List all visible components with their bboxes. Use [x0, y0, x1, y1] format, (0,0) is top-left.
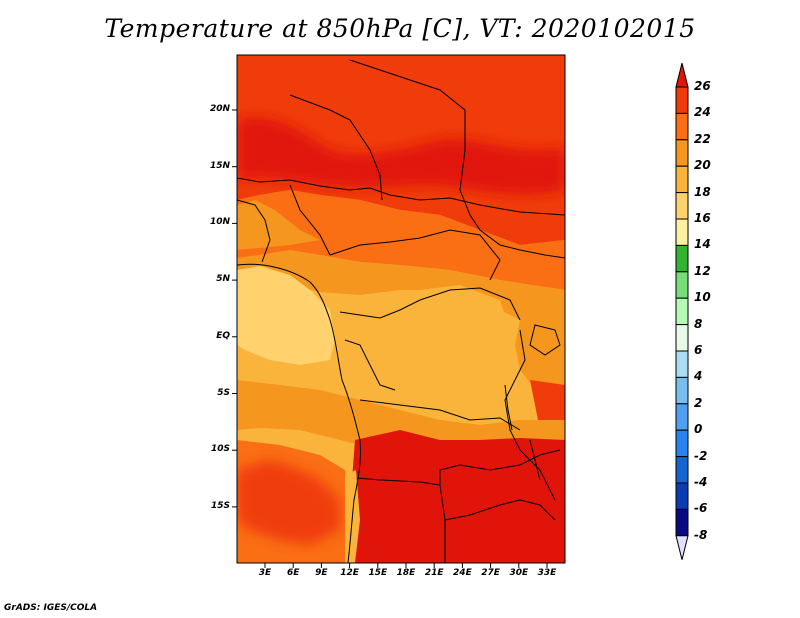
colorbar-segment: [675, 192, 689, 220]
lat-label: 15S: [210, 500, 230, 511]
lake-malawi: [529, 439, 541, 481]
lat-label: 5N: [216, 274, 230, 285]
colorbar-under-triangle: [675, 535, 689, 560]
colorbar-label: 18: [694, 184, 711, 199]
lon-label: 24E: [453, 568, 472, 578]
lat-label: EQ: [216, 330, 230, 341]
border-congo: [339, 287, 521, 321]
colorbar-segment: [675, 376, 689, 405]
map-title: Temperature at 850hPa [C], VT: 202010201…: [104, 14, 696, 43]
lake-tanganyika: [504, 384, 513, 431]
lat-label: 20N: [209, 104, 230, 114]
colorbar-label: 8: [694, 316, 703, 331]
lon-label: 30E: [509, 568, 529, 578]
colorbar-label: 16: [694, 211, 711, 225]
colorbar-segment: [675, 271, 689, 299]
colorbar-segment: [675, 350, 689, 378]
colorbar-label: 24: [694, 105, 711, 120]
lon-label: 18E: [396, 568, 416, 578]
colorbar-segment: [675, 112, 689, 141]
border-angola-south: [356, 464, 461, 486]
colorbar-segment: [675, 244, 689, 273]
borders: [237, 59, 565, 563]
border-libya-egypt: [349, 59, 466, 191]
colorbar-label: 22: [694, 131, 711, 146]
colorbar-segment: [675, 86, 689, 114]
lat-label: 10N: [209, 217, 230, 228]
colorbar-label: -2: [694, 448, 708, 463]
border-sahel: [237, 177, 565, 216]
map-frame: [236, 54, 566, 564]
field-northwest-cool: [237, 200, 320, 250]
lon-label: 27E: [481, 568, 500, 578]
colorbar-over-triangle: [675, 62, 689, 88]
field-equatorial-light: [237, 266, 335, 365]
lon-label: 6E: [286, 568, 300, 578]
field-congo-light: [380, 285, 510, 400]
border-drc-south: [359, 399, 521, 431]
colorbar-label: -8: [694, 527, 708, 542]
colorbar-segment: [675, 139, 689, 167]
colorbar-label: 6: [694, 343, 703, 357]
colorbar-label: 20: [694, 158, 711, 173]
colorbar-segment: [675, 508, 689, 537]
colorbar-label: -4: [694, 475, 708, 489]
colorbar-label: 12: [694, 263, 711, 278]
border-sudan: [459, 189, 565, 259]
colorbar-segment: [675, 456, 689, 484]
field-east-orange: [515, 320, 565, 400]
colorbar-label: 4: [694, 369, 703, 384]
border-zambia: [459, 449, 561, 471]
lon-label: 15E: [368, 568, 388, 578]
coastline-west: [237, 263, 361, 563]
lat-label: 15N: [209, 160, 230, 171]
colorbar: [675, 62, 689, 560]
colorbar-label: 14: [694, 237, 711, 252]
lon-label: 12E: [340, 568, 359, 578]
lat-label: 5S: [217, 387, 230, 398]
border-car: [329, 229, 501, 281]
lon-label: 33E: [537, 568, 557, 578]
axis-ticks: [232, 109, 548, 568]
colorbar-segment: [675, 482, 689, 510]
lat-label: 10S: [210, 444, 230, 455]
colorbar-segment: [675, 429, 689, 458]
field-north-orange: [237, 190, 565, 290]
colorbar-segment: [675, 165, 689, 194]
field-south-hot: [345, 430, 565, 563]
colorbar-label: 26: [694, 79, 711, 93]
lon-label: 21E: [424, 568, 444, 578]
border-botswana: [444, 499, 556, 521]
border-west-africa: [237, 199, 271, 263]
colorbar-segment: [675, 297, 689, 326]
border-lake-victoria: [529, 324, 561, 356]
field-north-band: [237, 117, 565, 195]
field-central-band: [237, 250, 565, 330]
border-nigeria: [289, 184, 331, 256]
colorbar-segment: [675, 403, 689, 431]
colorbar-label: 10: [694, 290, 711, 305]
grads-credit: GrADS: IGES/COLA: [4, 603, 98, 613]
lon-label: 3E: [258, 568, 272, 578]
colorbar-label: 2: [694, 395, 703, 410]
border-niger-chad: [289, 94, 383, 201]
colorbar-label: 0: [694, 422, 703, 437]
lon-label: 9E: [315, 568, 328, 578]
field-southwest-hot: [237, 460, 340, 545]
border-drc-west: [344, 339, 396, 391]
colorbar-segment: [675, 324, 689, 352]
colorbar-segment: [675, 218, 689, 246]
colorbar-label: -6: [694, 501, 708, 516]
